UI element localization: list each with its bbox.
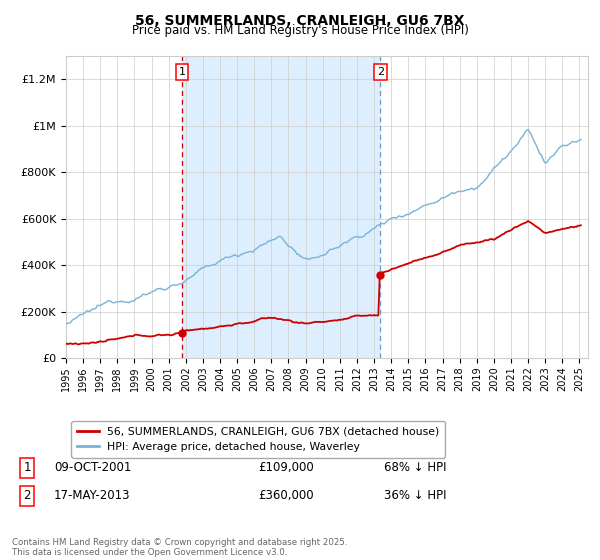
Text: 17-MAY-2013: 17-MAY-2013 <box>54 489 131 502</box>
Text: 1: 1 <box>178 67 185 77</box>
Text: 68% ↓ HPI: 68% ↓ HPI <box>384 461 446 474</box>
Text: 36% ↓ HPI: 36% ↓ HPI <box>384 489 446 502</box>
Bar <box>182 56 380 358</box>
Text: 2: 2 <box>23 489 31 502</box>
Text: 1: 1 <box>23 461 31 474</box>
Text: Price paid vs. HM Land Registry's House Price Index (HPI): Price paid vs. HM Land Registry's House … <box>131 24 469 36</box>
Text: £360,000: £360,000 <box>258 489 314 502</box>
Legend: 56, SUMMERLANDS, CRANLEIGH, GU6 7BX (detached house), HPI: Average price, detach: 56, SUMMERLANDS, CRANLEIGH, GU6 7BX (det… <box>71 421 445 458</box>
Text: £109,000: £109,000 <box>258 461 314 474</box>
Text: 09-OCT-2001: 09-OCT-2001 <box>54 461 131 474</box>
Text: 2: 2 <box>377 67 384 77</box>
Text: 56, SUMMERLANDS, CRANLEIGH, GU6 7BX: 56, SUMMERLANDS, CRANLEIGH, GU6 7BX <box>135 14 465 28</box>
Text: Contains HM Land Registry data © Crown copyright and database right 2025.
This d: Contains HM Land Registry data © Crown c… <box>12 538 347 557</box>
